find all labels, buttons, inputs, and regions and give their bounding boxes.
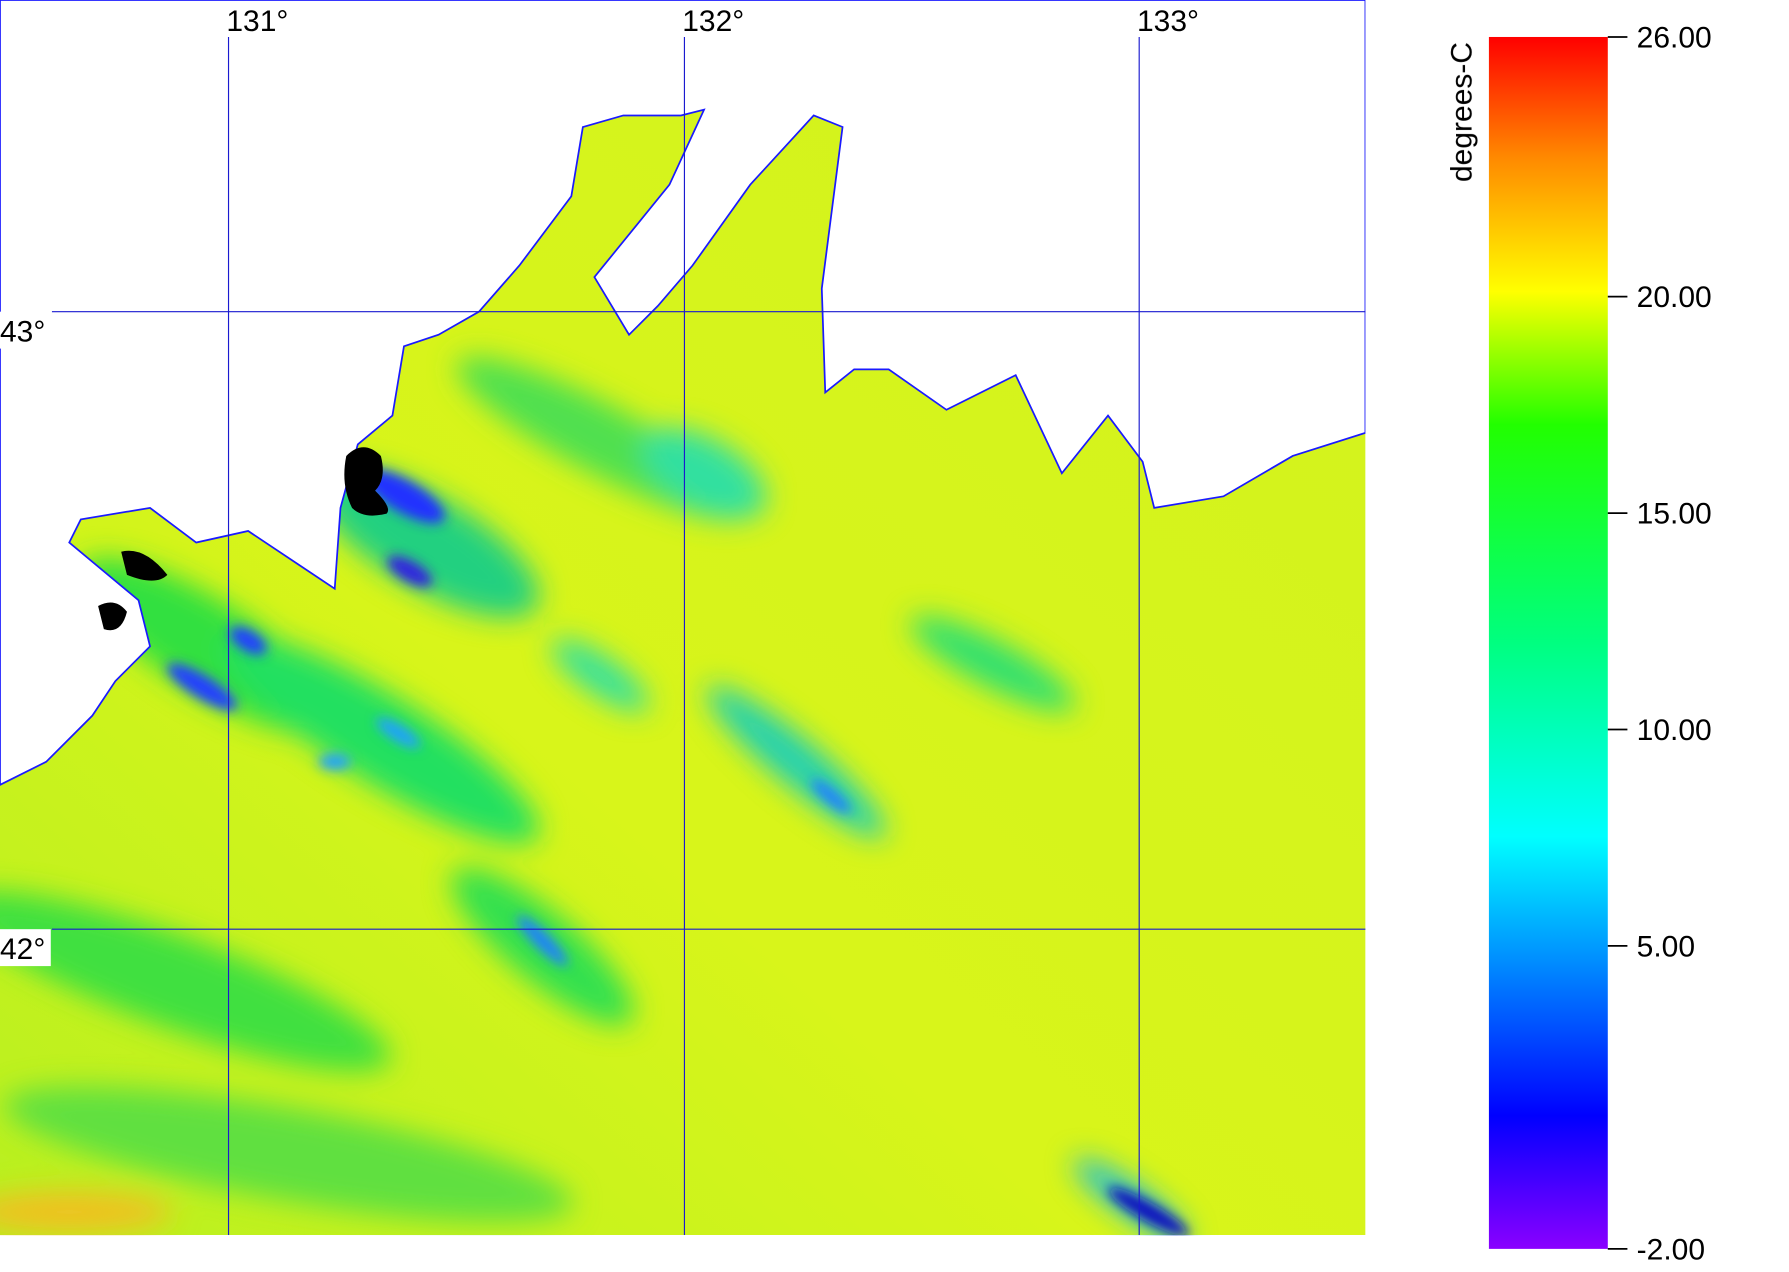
colorbar-tick-label: 5.00: [1637, 930, 1695, 963]
lon-label: 131°: [226, 5, 288, 38]
colorbar-ticks: 26.00 20.00 15.00 10.00 5.00 -2.00: [1607, 21, 1712, 1266]
lat-label: 42°: [0, 933, 45, 966]
cold-cores: [167, 469, 1189, 1236]
colorbar-tick-label: 26.00: [1637, 21, 1712, 54]
colorbar-tick-label: 20.00: [1637, 281, 1712, 314]
lon-label: 133°: [1137, 5, 1199, 38]
lat-label-bg: [0, 311, 51, 349]
graticule: 131° 132° 133° 43° 42°: [0, 5, 1366, 1236]
colorbar-title: degrees-C: [1446, 42, 1479, 182]
sst-field: [0, 0, 1366, 1236]
lon-label: 132°: [682, 5, 744, 38]
colorbar: [1488, 36, 1608, 1249]
colorbar-tick-label: 15.00: [1637, 497, 1712, 530]
colorbar-tick-label: -2.00: [1637, 1233, 1705, 1266]
lat-label-bg: [0, 929, 51, 967]
land: [0, 0, 1366, 786]
lat-label: 43°: [0, 316, 45, 349]
cloud-mask: [98, 447, 389, 631]
colorbar-tick-label: 10.00: [1637, 714, 1712, 747]
